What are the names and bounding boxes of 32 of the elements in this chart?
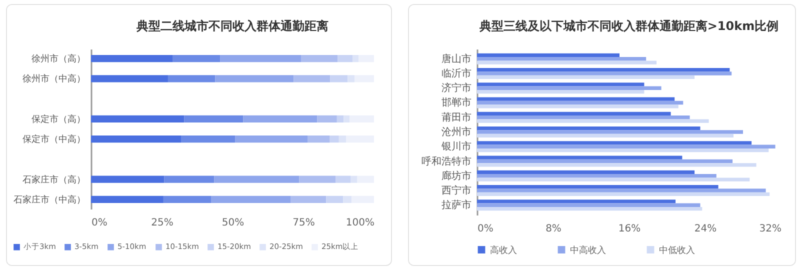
y-tick-label: 保定市（高） <box>32 114 86 125</box>
y-tick-label: 银川市 <box>440 140 472 153</box>
y-tick-label: 莆田市 <box>442 111 472 124</box>
x-tick-label: 25% <box>151 218 174 228</box>
x-tick-label: 0% <box>92 218 108 228</box>
y-tick-label: 徐州市（中高） <box>22 74 86 85</box>
legend-label: 中高收入 <box>570 244 606 256</box>
x-tick-label: 24% <box>694 224 717 234</box>
y-tick-label: 徐州市（高） <box>32 54 86 65</box>
x-tick-label: 32% <box>759 224 782 234</box>
x-tick-label: 100% <box>346 218 374 228</box>
x-tick-label: 75% <box>292 218 315 228</box>
y-tick-label: 石家庄市（中高） <box>14 194 86 206</box>
y-tick-label: 呼和浩特市 <box>422 155 472 168</box>
y-tick-label: 拉萨市 <box>442 199 472 212</box>
y-tick-label: 石家庄市（高） <box>22 174 86 186</box>
x-tick-label: 16% <box>618 224 641 234</box>
chart-title: 典型三线及以下城市不同收入群体通勤距离>10km比例 <box>478 19 779 33</box>
y-tick-label: 西宁市 <box>442 184 472 196</box>
x-tick-label: 0% <box>478 224 494 234</box>
chart-title: 典型二线城市不同收入群体通勤距离 <box>136 19 328 33</box>
legend-label: 中低收入 <box>659 244 695 256</box>
legend-label: 高收入 <box>490 244 517 256</box>
y-tick-label: 唐山市 <box>442 52 472 65</box>
y-tick-label: 保定市（中高） <box>22 134 86 146</box>
x-tick-label: 50% <box>222 218 244 228</box>
y-tick-label: 临沂市 <box>442 68 472 80</box>
y-tick-label: 济宁市 <box>442 82 472 94</box>
y-tick-label: 邯郸市 <box>442 96 472 109</box>
x-tick-label: 8% <box>546 224 562 234</box>
y-tick-label: 沧州市 <box>442 126 472 138</box>
y-tick-label: 廊坊市 <box>442 170 472 182</box>
